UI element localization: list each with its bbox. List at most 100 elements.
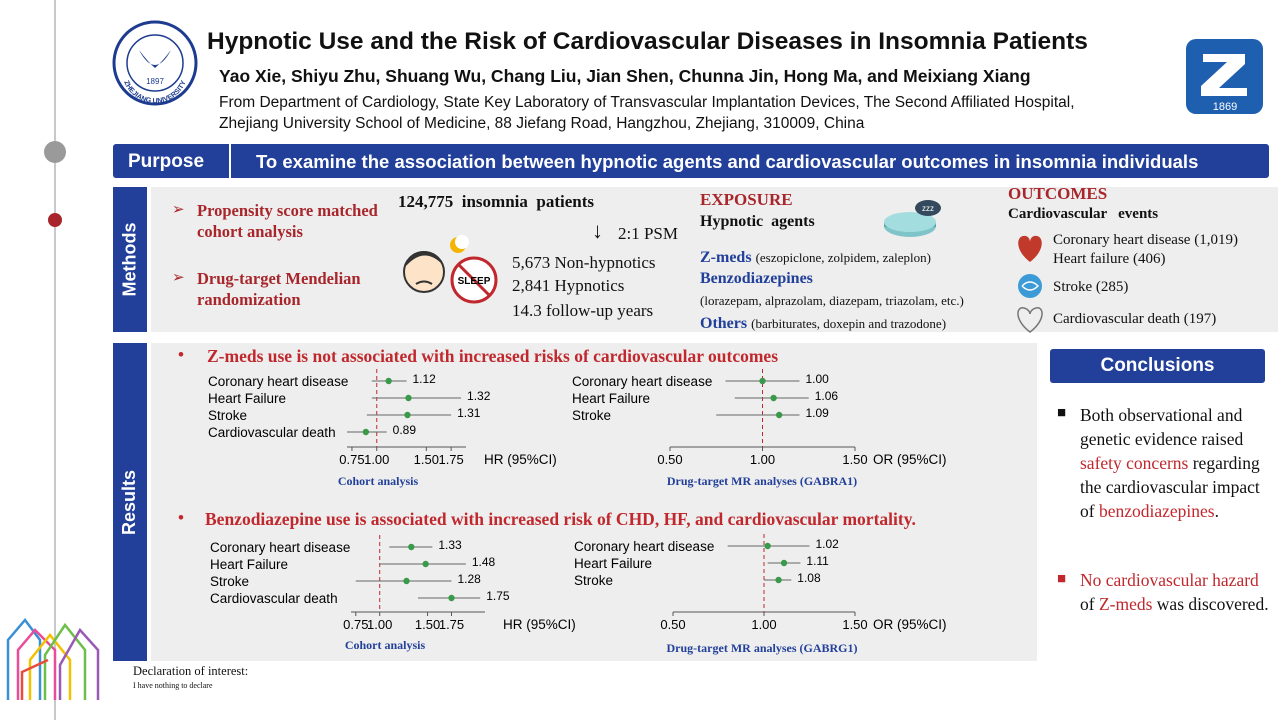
x-tick-label: 1.75 xyxy=(439,617,464,632)
category-label: Heart Failure xyxy=(574,556,652,571)
decoration xyxy=(1018,235,1042,262)
text: . xyxy=(1214,501,1219,521)
decoration xyxy=(139,50,171,68)
cohort-group: 2,841 Hypnotics xyxy=(512,276,625,295)
category-label: Stroke xyxy=(572,408,611,423)
point-estimate xyxy=(759,377,766,385)
value-label: 1.48 xyxy=(472,555,496,569)
value-label: 1.28 xyxy=(458,572,482,586)
decoration xyxy=(43,622,87,700)
text: of xyxy=(1080,594,1099,614)
text: regarding the cardiovascular impact of xyxy=(1080,453,1260,521)
x-tick-label: 1.50 xyxy=(842,452,867,467)
category-label: Stroke xyxy=(208,408,247,423)
x-tick-label: 1.00 xyxy=(367,617,392,632)
cohort-group: 14.3 follow-up years xyxy=(512,301,654,320)
agent: Others (barbiturates, doxepin and trazod… xyxy=(700,315,946,333)
x-tick-label: 1.00 xyxy=(364,452,389,467)
agent-detail: (barbiturates, doxepin and trazodone) xyxy=(751,316,947,331)
outcome: Coronary heart disease (1,019) xyxy=(1053,232,1238,248)
caption: Cohort analysis xyxy=(338,474,419,488)
point-estimate xyxy=(408,543,415,551)
point-estimate xyxy=(362,428,370,436)
caption: Cohort analysis xyxy=(345,638,426,652)
value-label: 1.09 xyxy=(806,406,830,420)
conclusion: Both observational and genetic evidence … xyxy=(1080,403,1270,523)
value-label: 1.75 xyxy=(486,589,510,603)
value-label: 1.11 xyxy=(806,554,829,568)
decoration xyxy=(6,617,100,700)
category-label: Coronary heart disease xyxy=(572,374,712,389)
bullet-arrow: ➢ xyxy=(172,270,185,286)
divider xyxy=(229,144,231,178)
pill-icon: zzz xyxy=(884,200,941,237)
x-axis-label: HR (95%CI) xyxy=(484,452,557,467)
sleep-icon: SLEEP xyxy=(403,235,498,304)
category-label: Heart Failure xyxy=(572,391,650,406)
decoration xyxy=(6,617,42,700)
purpose-bar xyxy=(113,144,1269,178)
square-bullet: ■ xyxy=(1057,405,1067,421)
category-label: Heart Failure xyxy=(210,557,288,572)
agent-name: Z-meds xyxy=(700,249,752,266)
bullet-arrow: ➢ xyxy=(172,202,185,218)
design: Propensity score matched cohort analysis xyxy=(197,201,378,241)
university-logo: 1897 ZHEJIANG UNIVERSITY xyxy=(112,20,198,106)
methods-panel xyxy=(151,187,1278,332)
x-tick-label: 1.00 xyxy=(751,617,776,632)
decoration xyxy=(1017,307,1043,333)
purpose-text: To examine the association between hypno… xyxy=(256,151,1199,172)
decoration xyxy=(28,632,72,700)
affiliation: Zhejiang University School of Medicine, … xyxy=(219,115,865,132)
agent: Z-meds (eszopiclone, zolpidem, zaleplon) xyxy=(700,249,931,267)
decor-rail xyxy=(6,0,100,720)
decoration xyxy=(1201,54,1247,96)
decoration xyxy=(415,280,433,285)
x-tick-label: 1.50 xyxy=(415,617,440,632)
x-tick-label: 1.50 xyxy=(414,452,439,467)
affiliation: From Department of Cardiology, State Key… xyxy=(219,94,1075,111)
category-label: Coronary heart disease xyxy=(574,539,714,554)
logo-year: 1897 xyxy=(146,77,164,86)
x-tick-label: 1.50 xyxy=(842,617,867,632)
category-label: Coronary heart disease xyxy=(208,374,348,389)
finding: Z-meds use is not associated with increa… xyxy=(207,346,779,366)
x-axis-label: HR (95%CI) xyxy=(503,617,576,632)
decoration xyxy=(126,34,184,92)
category-label: Coronary heart disease xyxy=(210,540,350,555)
agent-detail: (eszopiclone, zolpidem, zaleplon) xyxy=(755,250,931,265)
point-estimate xyxy=(775,411,783,419)
purpose-label: Purpose xyxy=(128,151,205,172)
caption: Drug-target MR analyses (GABRG1) xyxy=(667,641,858,655)
outcome: Cardiovascular death (197) xyxy=(1053,311,1217,327)
value-label: 1.12 xyxy=(413,372,437,386)
category-label: Heart Failure xyxy=(208,391,286,406)
exposure-subheading: Hypnotic agents xyxy=(700,213,815,230)
point-estimate xyxy=(775,576,782,584)
value-label: 1.33 xyxy=(438,538,462,552)
highlight: safety concerns xyxy=(1080,453,1189,473)
value-label: 1.00 xyxy=(806,372,830,386)
bullet: • xyxy=(178,508,184,527)
point-estimate xyxy=(404,411,411,419)
decoration xyxy=(16,628,57,700)
value-label: 1.06 xyxy=(815,389,839,403)
highlight: benzodiazepines xyxy=(1098,501,1215,521)
conclusion: No cardiovascular hazard of Z-meds was d… xyxy=(1080,568,1270,616)
decoration xyxy=(20,658,49,700)
text: was discovered. xyxy=(1152,594,1269,614)
point-estimate xyxy=(385,377,392,385)
decoration xyxy=(58,627,100,700)
caption: Drug-target MR analyses (GABRA1) xyxy=(667,474,857,488)
square-bullet: ■ xyxy=(1057,571,1067,587)
value-label: 1.32 xyxy=(467,389,491,403)
point-estimate xyxy=(770,394,777,402)
conclusions-label: Conclusions xyxy=(1100,355,1215,376)
declaration-text: I have nothing to declare xyxy=(133,681,213,690)
x-tick-label: 1.00 xyxy=(750,452,775,467)
x-tick-label: 0.75 xyxy=(339,452,364,467)
x-axis-label: OR (95%CI) xyxy=(873,617,947,632)
decoration xyxy=(884,212,936,232)
conclusions-header: Conclusions xyxy=(1050,349,1265,383)
